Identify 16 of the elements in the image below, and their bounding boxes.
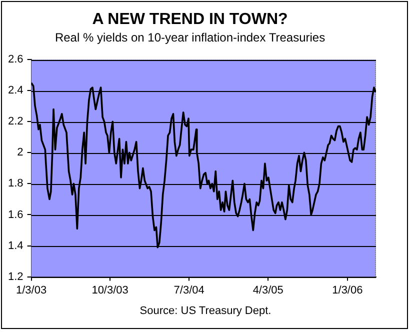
- y-tick-label: 1.8: [8, 178, 24, 190]
- y-tick-label: 1.2: [8, 270, 24, 283]
- x-tick-label: 10/3/03: [92, 284, 128, 296]
- y-tick-label: 2.2: [8, 116, 24, 128]
- x-tick-label: 7/3/04: [174, 284, 204, 296]
- chart-subtitle: Real % yields on 10-year inflation-index Treasuries: [54, 30, 326, 45]
- x-tick-label: 1/3/03: [16, 284, 47, 296]
- x-tick-label: 4/3/05: [252, 284, 284, 296]
- chart-title: A NEW TREND IN TOWN?: [92, 11, 288, 28]
- x-tick-label: 1/3/06: [332, 284, 363, 296]
- source-note: Source: US Treasury Dept.: [140, 305, 272, 318]
- y-tick-label: 2.4: [8, 84, 24, 97]
- y-tick-label: 1.4: [8, 240, 24, 252]
- y-tick-label: 1.6: [8, 208, 24, 221]
- y-tick-label: 2: [17, 146, 24, 159]
- y-tick-label: 2.6: [8, 54, 24, 66]
